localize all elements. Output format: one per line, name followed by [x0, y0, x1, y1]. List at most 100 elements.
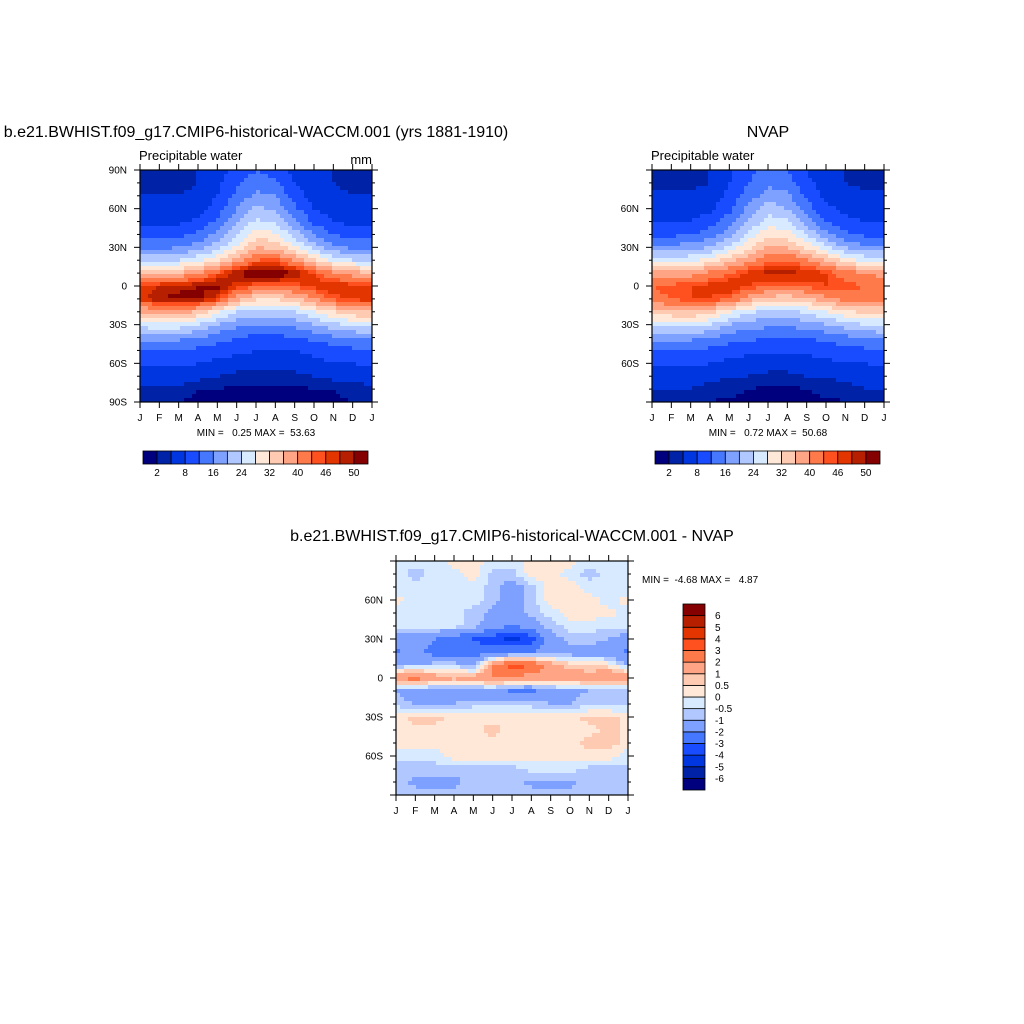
contour-cell	[308, 314, 329, 319]
contour-cell	[244, 246, 257, 251]
contour-cell	[652, 270, 709, 275]
contour-cell	[608, 605, 629, 610]
contour-cell	[236, 370, 297, 375]
contour-cell	[200, 214, 221, 219]
y-tick-label: 30S	[621, 320, 639, 331]
contour-cell	[860, 286, 885, 291]
contour-cell	[444, 717, 581, 722]
contour-cell	[396, 681, 429, 686]
contour-cell	[328, 214, 373, 219]
contour-cell	[140, 302, 153, 307]
contour-cell	[248, 262, 253, 267]
contour-cell	[536, 689, 589, 694]
contour-cell	[832, 246, 849, 251]
contour-cell	[472, 605, 493, 610]
contour-cell	[292, 242, 305, 247]
contour-cell	[308, 198, 373, 203]
contour-cell	[524, 585, 537, 590]
contour-cell	[328, 258, 353, 263]
colorbar-box	[654, 450, 670, 465]
contour-cell	[652, 214, 701, 219]
contour-cell	[224, 250, 237, 255]
contour-cell	[652, 226, 709, 231]
contour-cell	[232, 270, 245, 275]
contour-cell	[220, 270, 225, 275]
contour-cell	[660, 290, 693, 295]
contour-cell	[464, 617, 485, 622]
contour-cell	[396, 613, 465, 618]
contour-cell	[852, 382, 885, 387]
contour-cell	[804, 230, 817, 235]
contour-cell	[268, 238, 285, 243]
contour-cell	[600, 729, 621, 734]
contour-cell	[212, 202, 229, 207]
contour-cell	[692, 338, 757, 343]
contour-cell	[652, 278, 709, 283]
contour-cell	[708, 278, 729, 283]
contour-cell	[620, 717, 629, 722]
x-tick-label: J	[882, 413, 887, 424]
contour-cell	[244, 226, 281, 231]
contour-cell	[760, 230, 793, 235]
contour-cell	[536, 601, 549, 606]
contour-cell	[800, 190, 821, 195]
contour-cell	[828, 238, 845, 243]
contour-cell	[436, 673, 477, 678]
contour-cell	[228, 314, 309, 319]
contour-cell	[708, 174, 733, 179]
contour-cell	[324, 226, 373, 231]
contour-cell	[396, 753, 445, 758]
contour-cell	[156, 286, 197, 291]
contour-cell	[488, 609, 525, 614]
contour-cell	[736, 258, 757, 263]
contour-cell	[708, 362, 869, 367]
contour-cell	[496, 633, 529, 638]
contour-cell	[348, 246, 373, 251]
colorbar-label: 46	[832, 468, 844, 479]
contour-cell	[396, 749, 441, 754]
contour-cell	[232, 258, 245, 263]
contour-cell	[256, 298, 281, 303]
contour-cell	[652, 238, 705, 243]
contour-cell	[220, 210, 237, 215]
contour-cell	[748, 202, 765, 207]
contour-cell	[508, 689, 537, 694]
contour-cell	[484, 613, 529, 618]
contour-cell	[524, 561, 577, 566]
contour-cell	[220, 322, 313, 327]
contour-cell	[396, 685, 429, 690]
contour-cell	[592, 577, 629, 582]
contour-cell	[692, 218, 721, 223]
contour-cell	[832, 358, 885, 363]
contour-cell	[208, 310, 221, 315]
contour-cell	[332, 262, 357, 267]
contour-cell	[212, 250, 225, 255]
panel-nvap: J F M A M J J A S O N D J60N30N030S60SNVAPPrecipitab…	[621, 124, 890, 479]
contour-cell	[280, 182, 297, 187]
contour-cell	[804, 246, 821, 251]
contour-cell	[280, 226, 293, 231]
contour-cell	[220, 258, 233, 263]
contour-cell	[580, 573, 601, 578]
contour-cell	[256, 218, 261, 223]
contour-cell	[736, 302, 753, 307]
contour-cell	[732, 178, 753, 183]
contour-cell	[516, 573, 529, 578]
contour-cell	[816, 222, 833, 227]
contour-cell	[552, 661, 569, 666]
colorbar-box	[682, 638, 706, 651]
contour-cell	[704, 330, 737, 335]
contour-cell	[680, 242, 717, 247]
contour-cell	[180, 326, 209, 331]
contour-cell	[484, 681, 505, 686]
contour-cell	[556, 621, 629, 626]
contour-cell	[524, 577, 537, 582]
contour-cell	[848, 230, 885, 235]
contour-cell	[496, 601, 525, 606]
contour-cell	[544, 625, 565, 630]
contour-cell	[540, 609, 561, 614]
contour-cell	[816, 298, 841, 303]
contour-cell	[192, 186, 221, 191]
contour-cell	[332, 218, 373, 223]
contour-cell	[288, 230, 301, 235]
